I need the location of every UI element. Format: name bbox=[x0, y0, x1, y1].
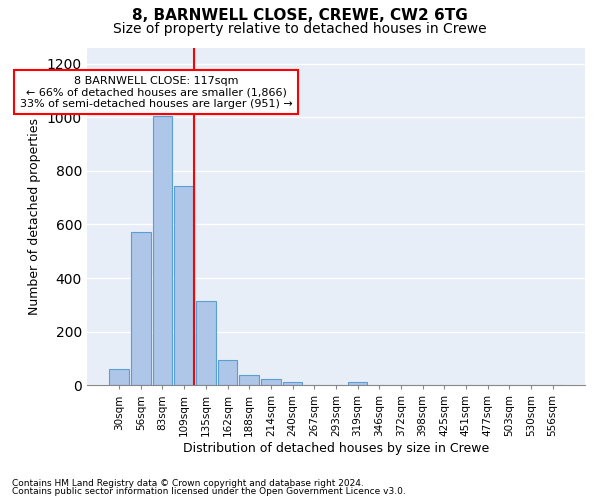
X-axis label: Distribution of detached houses by size in Crewe: Distribution of detached houses by size … bbox=[183, 442, 489, 455]
Text: Size of property relative to detached houses in Crewe: Size of property relative to detached ho… bbox=[113, 22, 487, 36]
Bar bbox=[239, 375, 259, 386]
Bar bbox=[348, 382, 367, 386]
Text: 8 BARNWELL CLOSE: 117sqm
← 66% of detached houses are smaller (1,866)
33% of sem: 8 BARNWELL CLOSE: 117sqm ← 66% of detach… bbox=[20, 76, 292, 109]
Bar bbox=[153, 116, 172, 386]
Bar bbox=[261, 379, 281, 386]
Text: Contains HM Land Registry data © Crown copyright and database right 2024.: Contains HM Land Registry data © Crown c… bbox=[12, 478, 364, 488]
Text: 8, BARNWELL CLOSE, CREWE, CW2 6TG: 8, BARNWELL CLOSE, CREWE, CW2 6TG bbox=[132, 8, 468, 22]
Bar bbox=[283, 382, 302, 386]
Bar bbox=[218, 360, 237, 386]
Bar bbox=[196, 301, 215, 386]
Bar bbox=[109, 368, 129, 386]
Bar bbox=[131, 232, 151, 386]
Y-axis label: Number of detached properties: Number of detached properties bbox=[28, 118, 41, 315]
Text: Contains public sector information licensed under the Open Government Licence v3: Contains public sector information licen… bbox=[12, 487, 406, 496]
Bar bbox=[175, 186, 194, 386]
